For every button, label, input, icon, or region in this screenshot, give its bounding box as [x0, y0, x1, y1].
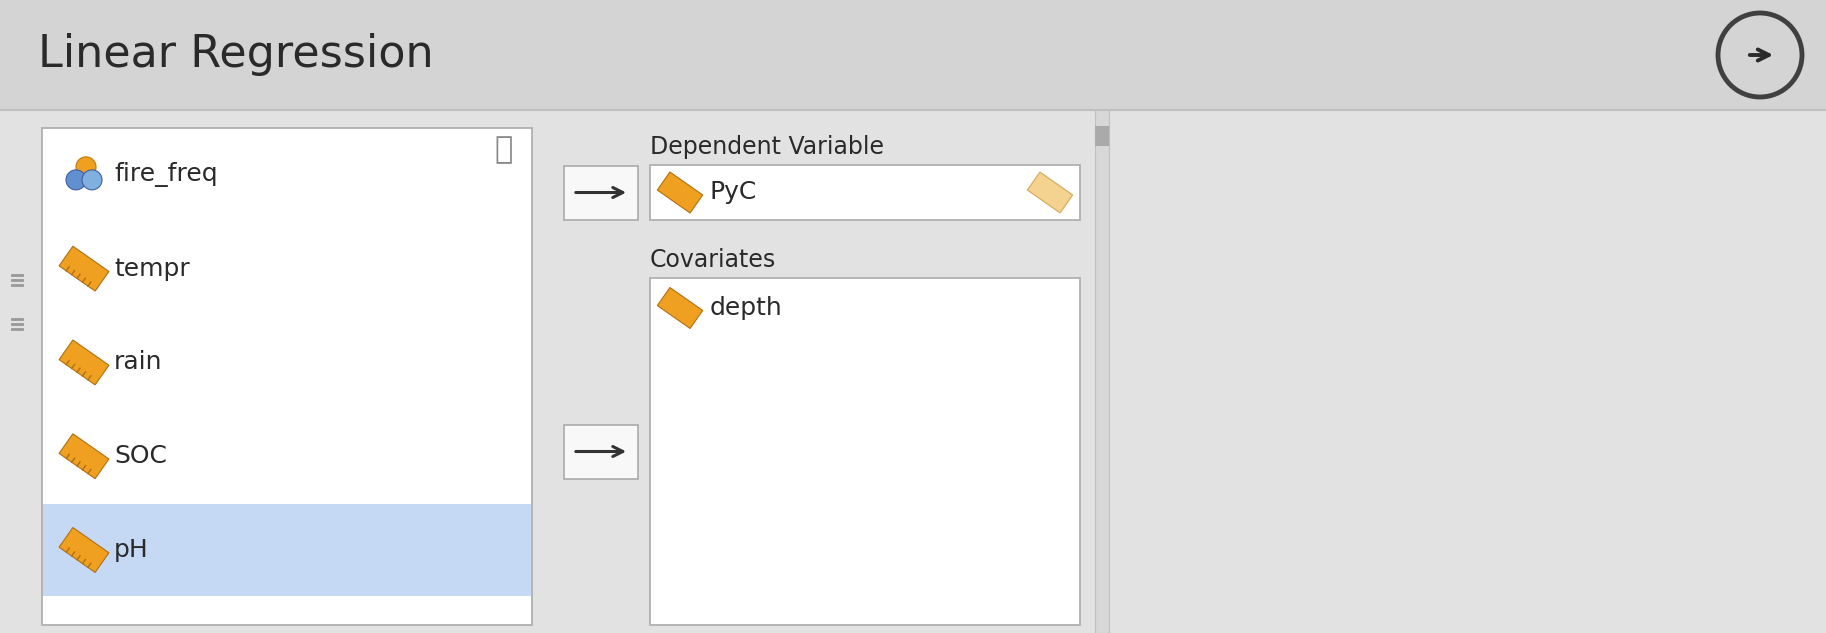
FancyBboxPatch shape [42, 128, 531, 625]
Text: rain: rain [113, 351, 163, 375]
FancyBboxPatch shape [1096, 110, 1108, 633]
Polygon shape [657, 172, 703, 213]
FancyBboxPatch shape [1096, 126, 1108, 146]
Text: fire_freq: fire_freq [113, 163, 217, 187]
Circle shape [82, 170, 102, 190]
FancyBboxPatch shape [0, 0, 1826, 110]
Polygon shape [58, 340, 110, 385]
Circle shape [77, 157, 97, 177]
FancyBboxPatch shape [0, 110, 1826, 633]
Text: pH: pH [113, 538, 148, 562]
FancyBboxPatch shape [650, 165, 1079, 220]
Text: SOC: SOC [113, 444, 166, 468]
FancyBboxPatch shape [564, 165, 637, 220]
Text: Dependent Variable: Dependent Variable [650, 135, 884, 159]
Text: depth: depth [710, 296, 783, 320]
Circle shape [66, 170, 86, 190]
FancyBboxPatch shape [564, 425, 637, 479]
Text: Covariates: Covariates [650, 248, 776, 272]
Polygon shape [58, 246, 110, 291]
Polygon shape [657, 287, 703, 329]
Polygon shape [1028, 172, 1072, 213]
FancyBboxPatch shape [650, 278, 1079, 625]
Text: tempr: tempr [113, 256, 190, 280]
Text: PyC: PyC [710, 180, 758, 204]
Polygon shape [58, 527, 110, 572]
Text: ⌕: ⌕ [495, 135, 513, 165]
Polygon shape [58, 434, 110, 479]
Text: Linear Regression: Linear Regression [38, 34, 433, 77]
FancyBboxPatch shape [44, 504, 531, 596]
